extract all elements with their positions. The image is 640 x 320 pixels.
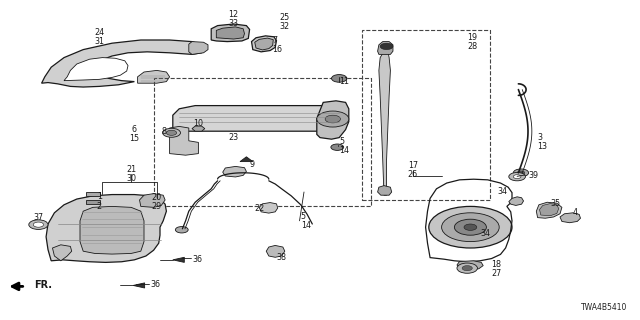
Polygon shape bbox=[378, 186, 392, 195]
Polygon shape bbox=[379, 51, 390, 195]
Text: 2: 2 bbox=[97, 202, 102, 211]
Circle shape bbox=[513, 169, 529, 177]
Polygon shape bbox=[240, 157, 253, 162]
Circle shape bbox=[332, 75, 347, 82]
Text: 36: 36 bbox=[150, 280, 161, 289]
Bar bbox=[86, 200, 100, 204]
Text: 12
33: 12 33 bbox=[228, 10, 239, 28]
Polygon shape bbox=[80, 206, 144, 254]
Circle shape bbox=[33, 222, 44, 227]
Polygon shape bbox=[255, 38, 273, 50]
Polygon shape bbox=[211, 24, 250, 42]
Circle shape bbox=[163, 128, 180, 137]
Circle shape bbox=[457, 263, 477, 273]
Polygon shape bbox=[457, 261, 483, 269]
Polygon shape bbox=[170, 126, 198, 155]
Text: TWA4B5410: TWA4B5410 bbox=[581, 303, 627, 312]
Text: 4: 4 bbox=[573, 208, 578, 217]
Text: 34: 34 bbox=[498, 188, 508, 196]
Polygon shape bbox=[216, 27, 244, 39]
Text: 23: 23 bbox=[228, 133, 239, 142]
Circle shape bbox=[517, 171, 525, 175]
Text: 20
29: 20 29 bbox=[152, 193, 162, 211]
Text: 6
15: 6 15 bbox=[129, 125, 140, 143]
Polygon shape bbox=[378, 42, 393, 54]
Circle shape bbox=[317, 111, 349, 127]
Polygon shape bbox=[266, 245, 285, 257]
Polygon shape bbox=[509, 197, 524, 205]
Polygon shape bbox=[173, 257, 184, 262]
Polygon shape bbox=[133, 283, 145, 288]
Text: 25
32: 25 32 bbox=[280, 13, 290, 31]
Polygon shape bbox=[173, 106, 346, 131]
Text: 7
16: 7 16 bbox=[272, 36, 282, 54]
Polygon shape bbox=[189, 42, 208, 54]
Polygon shape bbox=[536, 202, 562, 218]
Polygon shape bbox=[64, 58, 128, 81]
Text: 18
27: 18 27 bbox=[491, 260, 501, 278]
Polygon shape bbox=[540, 204, 559, 216]
Circle shape bbox=[380, 43, 393, 50]
Text: 8: 8 bbox=[161, 127, 166, 136]
Circle shape bbox=[442, 213, 499, 242]
Text: 21
30: 21 30 bbox=[126, 165, 136, 183]
Polygon shape bbox=[560, 213, 580, 223]
Polygon shape bbox=[52, 245, 72, 261]
Circle shape bbox=[509, 172, 525, 181]
Circle shape bbox=[325, 115, 340, 123]
Text: 1: 1 bbox=[97, 192, 102, 201]
Circle shape bbox=[175, 227, 188, 233]
Text: 10: 10 bbox=[193, 119, 204, 128]
Text: 38: 38 bbox=[276, 253, 287, 262]
Text: 3
13: 3 13 bbox=[538, 133, 548, 151]
Text: 9: 9 bbox=[250, 160, 255, 169]
Text: 39: 39 bbox=[528, 171, 538, 180]
Polygon shape bbox=[192, 126, 205, 131]
Circle shape bbox=[462, 266, 472, 271]
Circle shape bbox=[331, 144, 344, 150]
Polygon shape bbox=[140, 194, 165, 207]
Bar bbox=[362, 30, 490, 200]
Text: 11: 11 bbox=[339, 77, 349, 86]
Polygon shape bbox=[259, 203, 278, 213]
Polygon shape bbox=[317, 101, 349, 139]
Text: 35: 35 bbox=[550, 199, 561, 208]
Bar bbox=[154, 78, 371, 206]
Circle shape bbox=[513, 175, 521, 179]
Polygon shape bbox=[223, 166, 246, 177]
Polygon shape bbox=[46, 195, 166, 262]
Text: 5
14: 5 14 bbox=[301, 212, 311, 230]
Polygon shape bbox=[138, 70, 170, 83]
Text: 34: 34 bbox=[480, 229, 490, 238]
Circle shape bbox=[429, 206, 512, 248]
Circle shape bbox=[166, 130, 177, 135]
Polygon shape bbox=[42, 40, 205, 87]
Text: 37: 37 bbox=[33, 213, 44, 222]
Text: 19
28: 19 28 bbox=[467, 33, 477, 51]
Text: FR.: FR. bbox=[34, 280, 52, 291]
Text: 22: 22 bbox=[254, 204, 264, 212]
Polygon shape bbox=[252, 36, 276, 52]
Circle shape bbox=[29, 220, 48, 229]
Circle shape bbox=[454, 219, 486, 235]
Text: 17
26: 17 26 bbox=[408, 161, 418, 179]
Circle shape bbox=[464, 224, 477, 230]
Text: 36: 36 bbox=[192, 255, 202, 264]
Bar bbox=[86, 192, 100, 196]
Text: 5
14: 5 14 bbox=[339, 137, 349, 155]
Text: 24
31: 24 31 bbox=[94, 28, 104, 46]
